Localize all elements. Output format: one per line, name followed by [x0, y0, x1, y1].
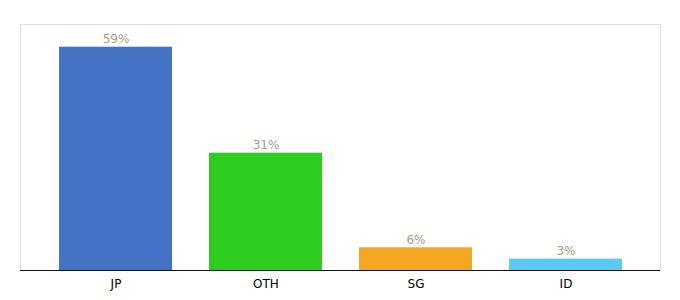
- svg-text:59%: 59%: [103, 32, 130, 46]
- svg-text:31%: 31%: [253, 138, 280, 152]
- svg-text:OTH: OTH: [253, 277, 279, 291]
- svg-text:6%: 6%: [406, 233, 425, 247]
- svg-text:JP: JP: [110, 277, 122, 291]
- svg-text:3%: 3%: [556, 244, 575, 258]
- svg-text:ID: ID: [560, 277, 573, 291]
- svg-text:SG: SG: [408, 277, 425, 291]
